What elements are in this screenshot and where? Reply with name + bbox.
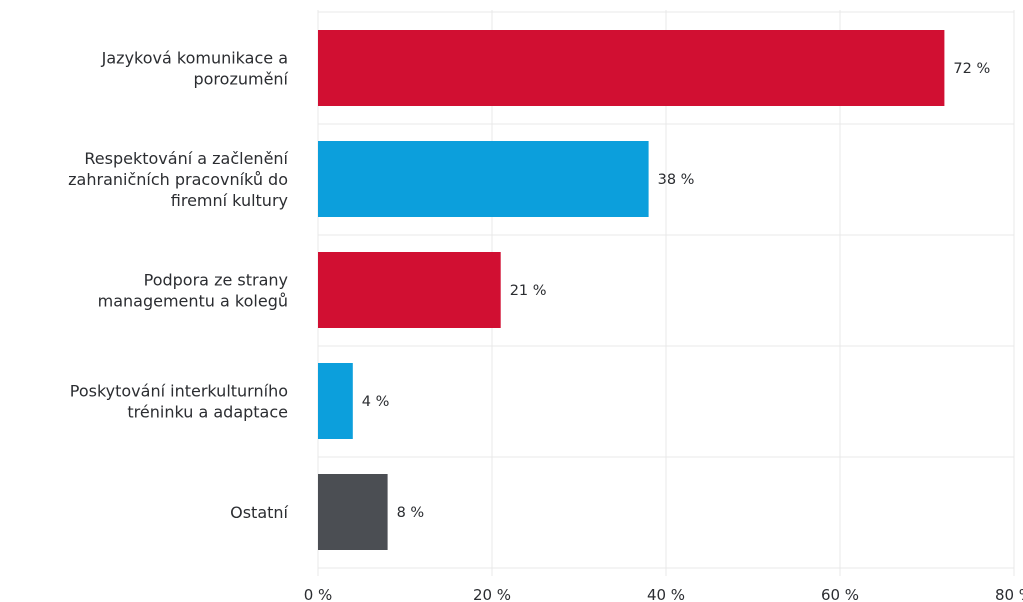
value-labels: 72 % 38 % 21 % 4 % 8 % <box>362 61 990 521</box>
category-label-line: managementu a kolegů <box>98 292 288 311</box>
category-label-line: Poskytování interkulturního <box>70 382 288 401</box>
x-tick-label: 40 % <box>647 586 685 602</box>
x-axis-ticks: 0 % 20 % 40 % 60 % 80 % <box>304 586 1023 602</box>
bar-value-label: 4 % <box>362 394 390 410</box>
category-labels: Jazyková komunikace a porozumění Respektov… <box>68 49 288 523</box>
category-label-line: firemní kultury <box>171 191 288 210</box>
x-tick-label: 80 % <box>995 586 1023 602</box>
x-tick-label: 0 % <box>304 586 333 602</box>
category-label: Podpora ze strany managementu a kolegů <box>98 271 288 311</box>
category-label: Ostatní <box>230 503 288 522</box>
x-tick-label: 60 % <box>821 586 859 602</box>
bar <box>318 363 353 439</box>
bar <box>318 141 649 217</box>
category-label-line: Ostatní <box>230 503 288 522</box>
category-label: Respektování a začlenění zahraničních pra… <box>68 149 288 210</box>
bar <box>318 474 388 550</box>
category-label-line: tréninku a adaptace <box>127 403 288 422</box>
category-label-line: Respektování a začlenění <box>84 149 288 168</box>
category-label-line: Jazyková komunikace a <box>101 49 288 68</box>
bar-value-label: 72 % <box>953 61 990 77</box>
bars <box>318 30 945 550</box>
x-tick-label: 20 % <box>473 586 511 602</box>
category-label-line: porozumění <box>193 70 288 89</box>
category-label: Poskytování interkulturního tréninku a ad… <box>70 382 288 422</box>
category-label-line: Podpora ze strany <box>144 271 288 290</box>
category-label-line: zahraničních pracovníků do <box>68 170 288 189</box>
bar <box>318 30 945 106</box>
bar-value-label: 21 % <box>510 283 547 299</box>
bar-value-label: 38 % <box>658 172 695 188</box>
bar-value-label: 8 % <box>397 505 425 521</box>
category-label: Jazyková komunikace a porozumění <box>101 49 289 89</box>
bar <box>318 252 501 328</box>
